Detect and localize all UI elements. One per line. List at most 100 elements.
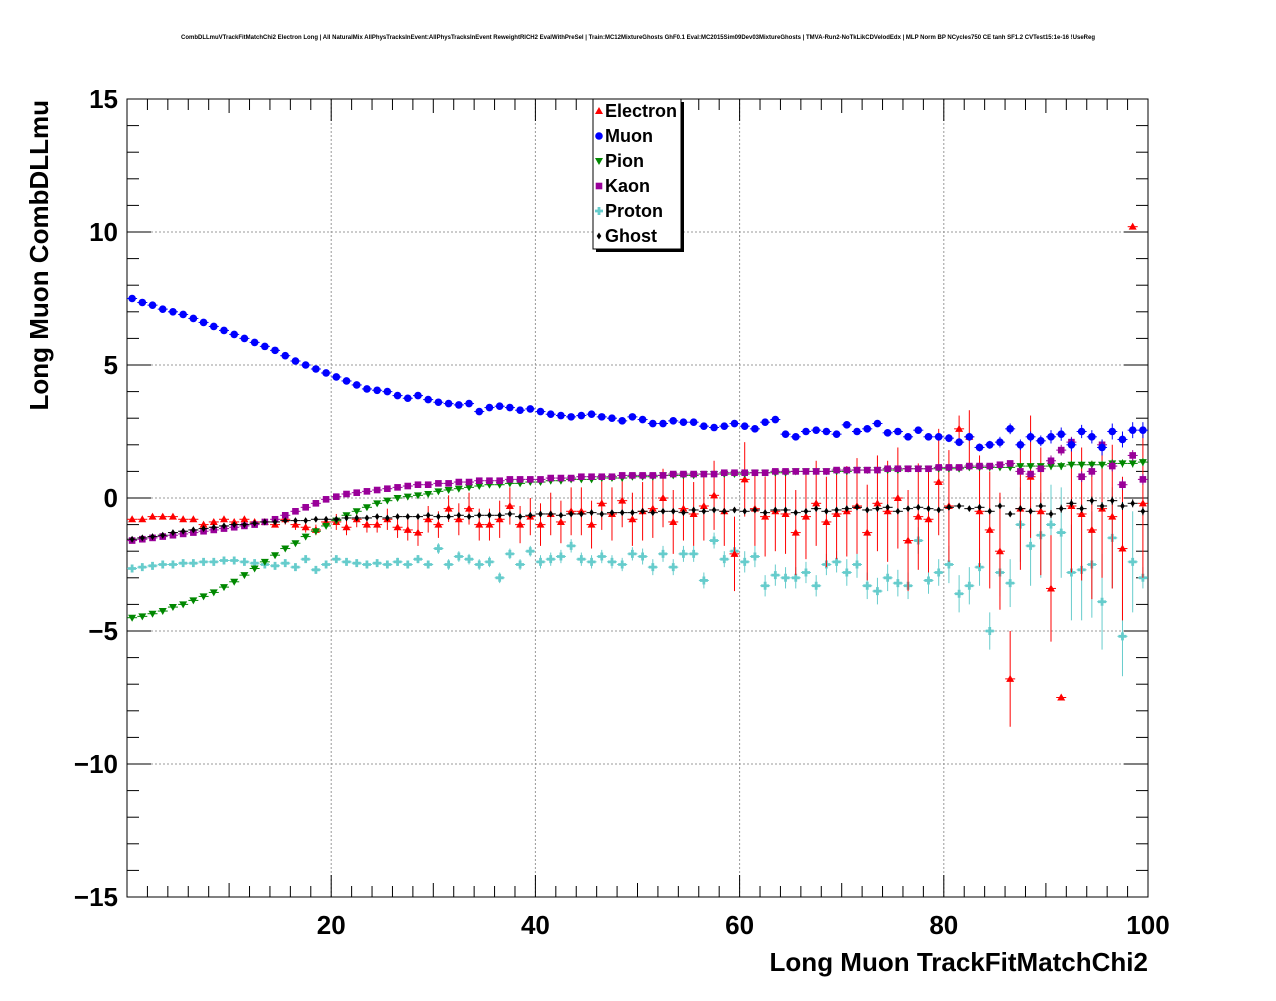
data-point — [189, 559, 198, 568]
data-point — [893, 494, 902, 501]
series-kaon — [127, 436, 1148, 544]
legend-marker — [595, 182, 603, 190]
data-point — [781, 430, 790, 438]
data-point — [497, 511, 502, 519]
data-point — [924, 576, 933, 585]
data-point — [946, 503, 952, 511]
data-point — [834, 506, 839, 514]
legend-entry-ghost: Ghost — [596, 226, 657, 246]
data-point — [465, 399, 473, 408]
data-point — [700, 422, 708, 430]
data-point — [445, 480, 452, 487]
legend-marker — [595, 158, 603, 165]
data-point — [618, 560, 627, 569]
y-tick-label: 5 — [104, 350, 118, 380]
data-point — [446, 513, 451, 521]
data-point — [373, 559, 382, 568]
data-point — [1108, 462, 1116, 470]
x-tick-label: 60 — [725, 910, 754, 940]
data-point — [915, 503, 921, 511]
legend-marker — [596, 232, 602, 240]
data-point — [434, 398, 443, 407]
data-point — [691, 506, 696, 514]
data-point — [649, 472, 657, 479]
data-point — [587, 520, 596, 528]
data-point — [680, 470, 687, 478]
data-point — [608, 414, 616, 423]
data-point — [894, 465, 902, 473]
data-point — [762, 509, 768, 517]
data-point — [1139, 476, 1147, 483]
data-point — [150, 533, 155, 541]
data-point — [1118, 435, 1127, 444]
data-point — [793, 509, 799, 517]
data-point — [854, 503, 860, 511]
data-point — [986, 462, 994, 470]
data-point — [1138, 499, 1147, 507]
data-point — [883, 429, 892, 437]
data-point — [773, 506, 778, 514]
data-point — [1118, 544, 1127, 552]
data-point — [444, 504, 453, 512]
data-point — [475, 520, 484, 528]
data-point — [332, 555, 341, 564]
data-point — [1128, 222, 1137, 230]
data-point — [791, 573, 800, 582]
data-point — [1098, 443, 1106, 452]
data-point — [536, 407, 545, 416]
data-point — [209, 589, 218, 597]
data-point — [1026, 433, 1035, 441]
data-point — [812, 581, 821, 590]
data-series — [127, 222, 1148, 727]
data-point — [168, 560, 177, 569]
data-point — [230, 330, 239, 339]
data-point — [935, 464, 942, 471]
data-point — [547, 474, 555, 482]
data-point — [1079, 505, 1084, 513]
data-point — [824, 507, 829, 515]
data-point — [598, 473, 606, 481]
data-point — [394, 484, 401, 491]
series-ghost — [127, 496, 1148, 543]
data-point — [608, 473, 616, 481]
data-point — [362, 504, 371, 512]
data-point — [1026, 463, 1035, 471]
data-point — [506, 403, 514, 412]
data-point — [996, 438, 1004, 446]
data-point — [414, 391, 422, 400]
data-point — [924, 515, 933, 523]
data-point — [628, 515, 637, 523]
legend-marker — [595, 107, 603, 114]
data-point — [405, 513, 411, 521]
data-point — [977, 503, 982, 511]
data-point — [1006, 460, 1014, 467]
data-point — [395, 513, 400, 521]
x-tick-label: 80 — [929, 910, 958, 940]
data-point — [221, 522, 227, 530]
data-point — [557, 411, 565, 420]
data-point — [209, 322, 218, 331]
data-point — [322, 369, 330, 377]
data-point — [444, 560, 453, 569]
data-point — [516, 560, 525, 569]
data-point — [160, 531, 166, 539]
legend: Electron Muon Pion Kaon Proton Ghost — [592, 98, 684, 252]
data-point — [944, 560, 953, 569]
x-tick-label: 40 — [521, 910, 550, 940]
data-point — [1047, 584, 1056, 592]
data-point — [168, 512, 177, 520]
data-point — [812, 426, 820, 434]
data-point — [884, 465, 891, 473]
data-point — [261, 342, 269, 351]
data-point — [475, 477, 483, 485]
data-point — [353, 489, 361, 496]
data-point — [669, 563, 678, 572]
data-point — [403, 493, 412, 501]
data-point — [597, 413, 606, 421]
data-point — [240, 572, 249, 580]
data-point — [252, 519, 257, 527]
data-point — [679, 549, 688, 558]
data-point — [873, 499, 882, 507]
data-point — [537, 476, 544, 483]
data-point — [168, 604, 177, 612]
